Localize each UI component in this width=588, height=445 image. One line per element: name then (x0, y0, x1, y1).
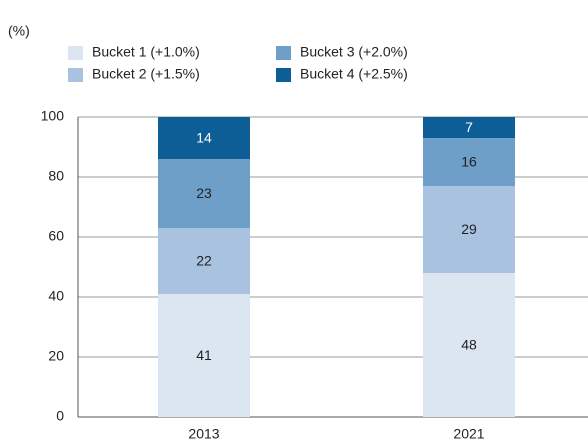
legend-swatch (68, 68, 83, 82)
legend-swatch (68, 46, 83, 60)
bar-segment (423, 117, 515, 138)
legend-label: Bucket 3 (+2.0%) (300, 44, 408, 60)
bar-segment (423, 138, 515, 186)
y-tick-label: 0 (56, 408, 64, 424)
y-axis-label: (%) (8, 23, 30, 39)
data-label: 22 (196, 253, 212, 269)
bar-segment (158, 294, 250, 417)
legend-label: Bucket 2 (+1.5%) (92, 66, 200, 82)
bar-segment (423, 186, 515, 273)
legend-swatch (276, 68, 291, 82)
bar-segment (423, 273, 515, 417)
x-tick-label: 2021 (453, 426, 484, 442)
x-tick-label: 2013 (188, 426, 219, 442)
legend-label: Bucket 4 (+2.5%) (300, 66, 408, 82)
data-label: 16 (461, 154, 477, 170)
data-label: 23 (196, 185, 212, 201)
y-tick-label: 80 (48, 168, 64, 184)
bar-segment (158, 228, 250, 294)
data-label: 41 (196, 347, 212, 363)
legend-swatch (276, 46, 291, 60)
data-label: 29 (461, 221, 477, 237)
bar-segment (158, 159, 250, 228)
y-tick-label: 60 (48, 228, 64, 244)
y-tick-label: 40 (48, 288, 64, 304)
bar-segment (158, 117, 250, 159)
y-tick-label: 20 (48, 348, 64, 364)
data-label: 7 (465, 119, 473, 135)
y-tick-label: 100 (41, 108, 65, 124)
data-label: 14 (196, 130, 212, 146)
data-label: 48 (461, 337, 477, 353)
legend-label: Bucket 1 (+1.0%) (92, 44, 200, 60)
